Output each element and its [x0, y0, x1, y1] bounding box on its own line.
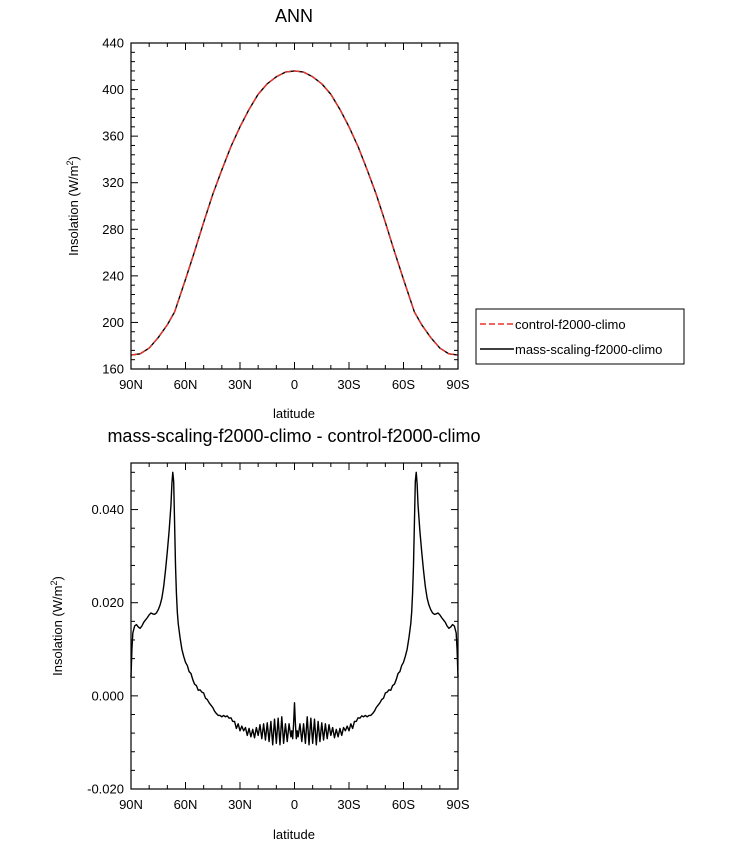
bottom-plot-frame — [130, 462, 459, 790]
series-line-primary — [130, 471, 459, 746]
x-tick-label: 90N — [119, 377, 143, 392]
y-tick-label: -0.020 — [87, 782, 124, 797]
bottom-y-axis-label: Insolation (W/m2) — [49, 576, 65, 676]
bottom-panel: mass-scaling-f2000-climo - control-f2000… — [49, 426, 481, 842]
x-tick-label: 90S — [446, 377, 469, 392]
x-tick-label: 0 — [291, 377, 298, 392]
y-tick-label: 0.020 — [91, 595, 124, 610]
x-tick-label: 30S — [337, 797, 360, 812]
x-tick-label: 60N — [174, 797, 198, 812]
y-tick-label: 360 — [102, 129, 124, 144]
y-tick-label: 440 — [102, 36, 124, 51]
series-line-primary — [130, 70, 459, 356]
y-tick-label: 0.040 — [91, 502, 124, 517]
x-tick-label: 60S — [392, 797, 415, 812]
legend-box — [475, 308, 685, 365]
y-tick-label: 280 — [102, 222, 124, 237]
y-tick-label: 0.000 — [91, 688, 124, 703]
top-x-axis-label: latitude — [273, 406, 315, 421]
x-tick-label: 90N — [119, 797, 143, 812]
y-tick-label: 400 — [102, 82, 124, 97]
x-tick-label: 30N — [228, 797, 252, 812]
x-tick-label: 30N — [228, 377, 252, 392]
bottom-x-axis-label: latitude — [273, 827, 315, 842]
x-tick-label: 60S — [392, 377, 415, 392]
top-chart-title: ANN — [275, 6, 313, 26]
top-panel: ANN 90N 60N 30N 0 30S 60S 90S 160 200 240 280 320 36… — [65, 6, 685, 421]
y-tick-label: 160 — [102, 362, 124, 377]
y-tick-label: 200 — [102, 315, 124, 330]
legend-label-control: control-f2000-climo — [515, 317, 626, 332]
x-tick-label: 60N — [174, 377, 198, 392]
x-tick-label: 90S — [446, 797, 469, 812]
x-tick-label: 30S — [337, 377, 360, 392]
top-plot-frame — [130, 42, 459, 370]
bottom-chart-title: mass-scaling-f2000-climo - control-f2000… — [107, 426, 480, 446]
top-y-axis-label: Insolation (W/m2) — [65, 156, 81, 256]
legend: control-f2000-climo mass-scaling-f2000-c… — [475, 308, 685, 365]
y-tick-label: 320 — [102, 175, 124, 190]
series-line-secondary — [130, 70, 459, 356]
x-tick-label: 0 — [291, 797, 298, 812]
y-tick-label: 240 — [102, 268, 124, 283]
legend-label-mass-scaling: mass-scaling-f2000-climo — [515, 342, 662, 357]
